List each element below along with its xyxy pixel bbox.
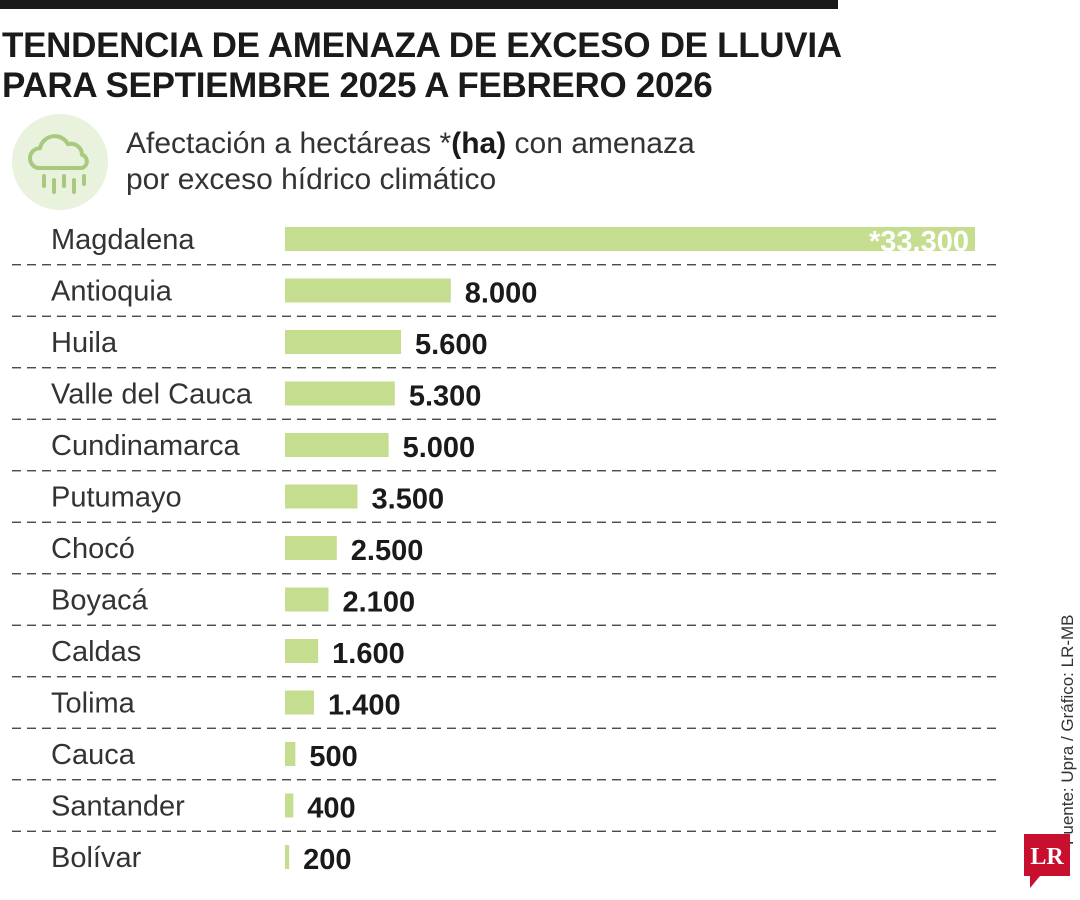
chart-title: TENDENCIA DE AMENAZA DE EXCESO DE LLUVIA… [2,26,842,106]
bar [285,227,975,251]
value-label: 2.100 [343,587,416,619]
subtitle-unit: (ha) [451,127,507,160]
title-line-1: TENDENCIA DE AMENAZA DE EXCESO DE LLUVIA [2,26,842,65]
value-label: 500 [309,741,357,773]
bar [285,278,451,303]
title-line-2: PARA SEPTIEMBRE 2025 A FEBRERO 2026 [2,66,713,105]
category-label: Santander [51,791,185,823]
category-label: Putumayo [51,482,182,514]
value-label: 400 [307,793,355,825]
lr-logo: LR [1024,834,1070,888]
value-label: 3.500 [372,484,445,516]
bar [285,742,296,766]
value-label: 1.400 [328,690,401,722]
bar [285,793,294,818]
bar [285,845,290,869]
category-label: Chocó [51,533,135,565]
category-label: Caldas [51,636,141,668]
category-label: Cauca [51,739,136,771]
subtitle-prefix: Afectación a hectáreas * [126,127,452,160]
source-credit: Fuente: Upra / Gráfico: LR-MB [1058,614,1077,845]
value-label: 5.600 [415,329,488,361]
category-label: Magdalena [51,224,195,256]
category-label: Cundinamarca [51,430,240,462]
svg-text:LR: LR [1030,844,1064,870]
value-label: 200 [303,844,351,876]
bar-chart: Magdalena *33.300 Antioquia 8.000 Huila 5.600… [12,224,998,876]
category-label: Boyacá [51,585,149,617]
category-label: Valle del Cauca [51,379,253,411]
top-rule [0,0,838,9]
bar [285,330,402,354]
value-label: 8.000 [465,278,538,310]
bar [285,536,337,560]
category-label: Huila [51,327,118,359]
bar [285,587,329,612]
value-label: 1.600 [332,638,405,670]
bar [285,639,319,663]
bar [285,433,389,457]
category-label: Bolívar [51,842,142,874]
value-label: *33.300 [869,226,969,258]
bar [285,381,395,406]
value-label: 5.300 [409,381,482,413]
subtitle-suffix: con amenaza [506,127,695,160]
rain-cloud-icon [12,114,108,210]
bar [285,690,315,715]
category-label: Tolima [51,688,136,720]
value-label: 2.500 [351,535,424,567]
chart-subtitle: Afectación a hectáreas *(ha) con amenaza… [126,126,695,198]
subtitle-line-2: por exceso hídrico climático [126,163,497,196]
value-label: 5.000 [403,432,476,464]
bar [285,484,358,509]
category-label: Antioquia [51,276,173,308]
